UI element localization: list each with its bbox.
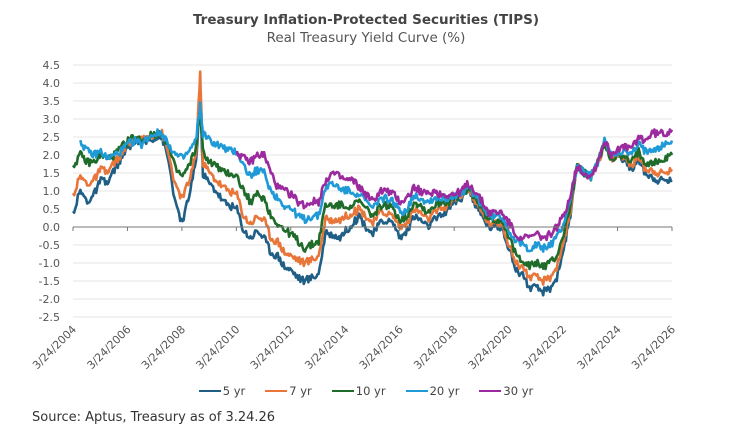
x-tick-label: 3/24/2024 xyxy=(575,323,624,372)
x-tick-label: 3/24/2014 xyxy=(302,323,351,372)
source-note: Source: Aptus, Treasury as of 3.24.26 xyxy=(32,410,276,425)
legend-swatch xyxy=(479,389,502,393)
x-tick-label: 3/24/2012 xyxy=(248,323,297,372)
y-tick-label: 3.0 xyxy=(43,113,61,126)
x-tick-label: 3/24/2010 xyxy=(193,323,242,372)
legend-label: 5 yr xyxy=(222,384,246,398)
x-axis-ticks: 3/24/2004 3/24/2006 3/24/2008 3/24/2010 3/24… xyxy=(30,323,678,372)
y-tick-label: 3.5 xyxy=(43,95,61,108)
series-line-30-yr xyxy=(235,128,674,242)
y-tick-label: 1.5 xyxy=(43,167,61,180)
x-tick-label: 3/24/2026 xyxy=(629,323,678,372)
y-tick-label: -2.0 xyxy=(39,293,60,306)
legend-item: 20 yr xyxy=(405,384,460,398)
x-axis xyxy=(72,226,673,231)
series-line-7-yr xyxy=(71,70,674,286)
series-line-5-yr xyxy=(72,95,673,297)
y-tick-label: -2.5 xyxy=(39,311,60,324)
legend-swatch xyxy=(198,389,221,393)
x-tick-label: 3/24/2016 xyxy=(357,323,406,372)
y-tick-label: -1.5 xyxy=(39,275,60,288)
legend-swatch xyxy=(331,389,354,393)
legend-label: 30 yr xyxy=(503,384,534,398)
x-tick-label: 3/24/2006 xyxy=(84,323,133,372)
series-lines xyxy=(71,70,674,297)
y-tick-label: 4.0 xyxy=(43,77,61,90)
y-tick-label: 4.5 xyxy=(43,59,61,72)
y-axis-ticks: 4.5 4.0 3.5 3.0 2.5 2.0 1.5 1.0 0.5 0.0 -0.5 -1.0 -1… xyxy=(39,59,60,324)
gridlines xyxy=(73,64,672,318)
legend-label: 20 yr xyxy=(429,384,460,398)
x-tick-label: 3/24/2020 xyxy=(466,323,515,372)
legend-item: 5 yr xyxy=(198,384,246,398)
y-tick-label: 2.0 xyxy=(43,149,61,162)
legend-swatch xyxy=(405,389,428,393)
y-tick-label: 2.5 xyxy=(43,131,61,144)
y-tick-label: 0.5 xyxy=(43,203,61,216)
legend-item: 7 yr xyxy=(265,384,312,398)
x-tick-label: 3/24/2004 xyxy=(30,323,79,372)
legend-item: 30 yr xyxy=(479,384,533,398)
chart-title: Treasury Inflation-Protected Securities … xyxy=(192,12,540,28)
legend-item: 10 yr xyxy=(331,384,386,398)
legend: 5 yr 7 yr 10 yr 20 yr 30 yr xyxy=(0,384,732,398)
x-tick-label: 3/24/2018 xyxy=(411,323,460,372)
y-tick-label: 1.0 xyxy=(43,185,61,198)
y-tick-label: -0.5 xyxy=(39,239,60,252)
x-tick-label: 3/24/2008 xyxy=(139,323,188,372)
y-tick-label: 0.0 xyxy=(43,221,61,234)
chart-subtitle: Real Treasury Yield Curve (%) xyxy=(266,30,466,46)
legend-label: 10 yr xyxy=(355,384,386,398)
legend-swatch xyxy=(265,389,288,393)
legend-label: 7 yr xyxy=(289,384,312,398)
x-tick-label: 3/24/2022 xyxy=(520,323,569,372)
y-tick-label: -1.0 xyxy=(39,257,60,270)
